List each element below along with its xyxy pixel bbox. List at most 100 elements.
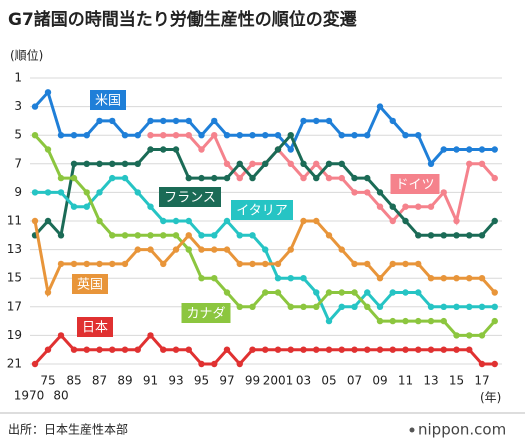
- data-point: [287, 303, 294, 310]
- data-point: [389, 260, 396, 268]
- data-point: [415, 203, 422, 210]
- data-point: [453, 303, 460, 310]
- data-point: [287, 275, 294, 282]
- data-point: [415, 289, 422, 296]
- data-point: [249, 232, 256, 239]
- x-tick-label: 13: [423, 374, 438, 388]
- y-tick-label: 15: [7, 271, 22, 285]
- data-point: [478, 160, 486, 167]
- data-point: [300, 346, 307, 353]
- data-point: [44, 189, 52, 196]
- data-point: [109, 260, 116, 268]
- x-tick-label: 99: [245, 374, 260, 388]
- x-tick-label: 91: [143, 374, 158, 388]
- data-point: [134, 132, 141, 139]
- y-tick-label: 1: [14, 71, 22, 85]
- data-point: [185, 132, 192, 139]
- data-point: [236, 360, 243, 368]
- data-point: [236, 132, 243, 139]
- data-point: [211, 117, 218, 125]
- x-axis-label: (年): [480, 391, 501, 405]
- data-point: [389, 117, 396, 125]
- data-point: [57, 260, 65, 268]
- data-point: [160, 117, 167, 125]
- data-point: [57, 174, 65, 182]
- data-point: [325, 174, 333, 182]
- data-point: [351, 132, 358, 139]
- data-point: [440, 232, 447, 239]
- data-point: [466, 346, 473, 353]
- data-point: [364, 260, 371, 268]
- x-tick-label: 2001: [263, 374, 294, 388]
- data-point: [147, 232, 154, 239]
- data-point: [262, 346, 269, 353]
- data-point: [491, 317, 498, 325]
- data-point: [160, 346, 167, 353]
- data-point: [287, 132, 294, 139]
- x-tick-label: 85: [66, 374, 81, 388]
- data-point: [491, 360, 498, 368]
- chart-title: G7諸国の時間当たり労働生産性の順位の変遷: [8, 9, 357, 30]
- data-point: [83, 132, 90, 139]
- data-point: [198, 246, 205, 253]
- data-point: [83, 346, 90, 353]
- legend-label: ドイツ: [395, 178, 434, 193]
- data-point: [351, 346, 358, 353]
- data-point: [31, 132, 39, 139]
- series-label: 英国: [72, 274, 108, 294]
- data-point: [466, 146, 473, 153]
- data-point: [478, 360, 486, 368]
- data-point: [313, 160, 320, 167]
- y-tick-label: 7: [14, 156, 22, 170]
- series-label-box: [90, 90, 126, 110]
- data-point: [236, 174, 243, 182]
- x-tick-label: 05: [321, 374, 336, 388]
- data-point: [147, 332, 154, 339]
- data-point: [211, 360, 218, 368]
- x-tick-label: 75: [40, 374, 55, 388]
- data-point: [109, 174, 116, 182]
- data-point: [478, 232, 486, 239]
- data-point: [440, 275, 447, 282]
- data-point: [300, 160, 307, 167]
- data-point: [427, 203, 435, 210]
- x-tick-label: 1970: [14, 389, 45, 403]
- data-point: [313, 289, 320, 296]
- data-point: [57, 132, 65, 139]
- data-point: [338, 303, 345, 310]
- data-point: [147, 146, 154, 153]
- data-point: [198, 360, 205, 368]
- data-point: [440, 303, 447, 310]
- data-point: [211, 174, 218, 182]
- series-label-box: [77, 317, 113, 337]
- legend-label: 米国: [95, 94, 121, 109]
- data-point: [338, 160, 345, 167]
- x-tick-label: 87: [92, 374, 107, 388]
- data-point: [415, 132, 422, 139]
- data-point: [185, 217, 192, 225]
- data-point: [57, 332, 65, 339]
- data-point: [185, 232, 192, 239]
- data-point: [364, 132, 371, 139]
- data-point: [172, 232, 180, 239]
- data-point: [415, 317, 422, 325]
- data-point: [249, 260, 256, 268]
- data-point: [478, 275, 486, 282]
- data-point: [223, 346, 231, 353]
- data-point: [172, 146, 180, 153]
- data-point: [313, 346, 320, 353]
- data-point: [313, 174, 320, 182]
- data-point: [376, 303, 384, 310]
- data-point: [211, 232, 218, 239]
- x-tick-label: 89: [117, 374, 132, 388]
- data-point: [427, 275, 435, 282]
- data-point: [364, 303, 371, 310]
- data-point: [389, 317, 396, 325]
- x-tick-label: 93: [168, 374, 183, 388]
- data-point: [96, 117, 103, 125]
- data-point: [440, 346, 447, 353]
- data-point: [223, 174, 231, 182]
- data-point: [249, 303, 256, 310]
- data-point: [70, 160, 78, 167]
- data-point: [147, 117, 154, 125]
